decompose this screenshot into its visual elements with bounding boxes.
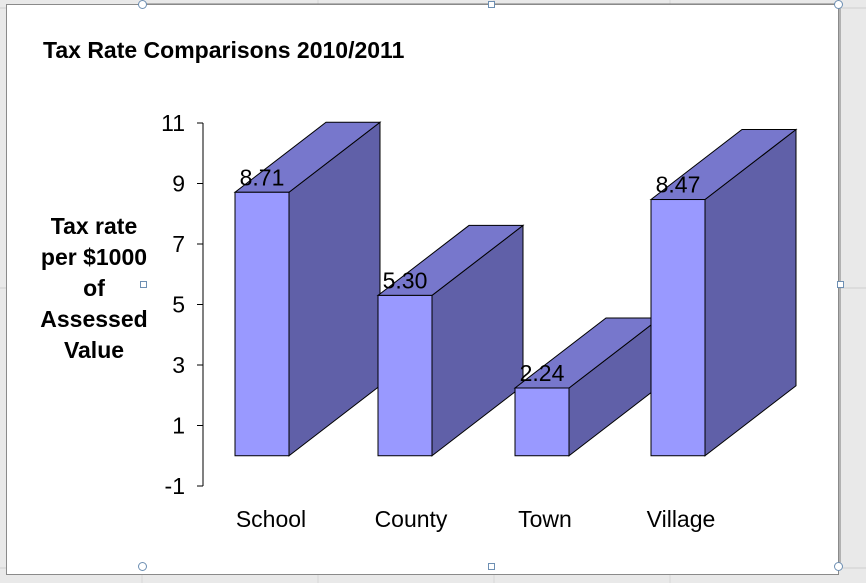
bar-front: [377, 294, 433, 457]
x-tick-label: County: [375, 506, 448, 532]
chart-area[interactable]: 11 9 7 5 3 1 -1 8.71 5.30 2.24 8.47 School County Tow…: [6, 4, 839, 575]
bar-village[interactable]: [649, 128, 798, 457]
bar-front: [514, 387, 570, 457]
bar-front: [234, 191, 290, 457]
bar-town[interactable]: [513, 316, 662, 457]
x-tick-label: Village: [647, 506, 716, 532]
y-axis-label-line: Tax rate: [50, 213, 138, 239]
resize-handle[interactable]: [834, 562, 843, 571]
y-tick-label: 3: [172, 352, 185, 378]
x-tick-label: School: [236, 506, 306, 532]
bar-front: [650, 199, 706, 457]
chart-plot: 11 9 7 5 3 1 -1 8.71 5.30 2.24 8.47 School County Tow…: [161, 110, 798, 532]
y-axis-label-line: of: [83, 275, 105, 301]
resize-handle[interactable]: [138, 0, 147, 9]
chart-title: Tax Rate Comparisons 2010/2011: [43, 37, 405, 63]
y-axis-label-line: Assessed: [40, 306, 148, 332]
bar-school[interactable]: [233, 121, 382, 457]
y-axis-label: Tax rate per $1000 of Assessed Value: [21, 211, 167, 366]
y-axis-label-line: per $1000: [40, 244, 148, 270]
resize-handle[interactable]: [138, 562, 147, 571]
data-label: 5.30: [383, 267, 428, 293]
resize-handle[interactable]: [488, 1, 495, 8]
resize-handle[interactable]: [834, 0, 843, 9]
y-tick-label: -1: [165, 473, 185, 499]
resize-handle[interactable]: [488, 563, 495, 570]
data-label: 8.47: [656, 172, 701, 198]
bar-county[interactable]: [376, 224, 525, 457]
data-label: 2.24: [520, 360, 565, 386]
y-tick-label: 11: [161, 110, 185, 136]
y-tick-label: 9: [172, 171, 185, 197]
y-tick-label: 7: [172, 231, 185, 257]
resize-handle[interactable]: [837, 281, 844, 288]
y-tick-label: 1: [172, 413, 185, 439]
y-tick-label: 5: [172, 292, 185, 318]
data-label: 8.71: [240, 164, 285, 190]
resize-handle[interactable]: [140, 281, 147, 288]
y-axis-label-line: Value: [63, 337, 125, 363]
x-tick-label: Town: [518, 506, 572, 532]
